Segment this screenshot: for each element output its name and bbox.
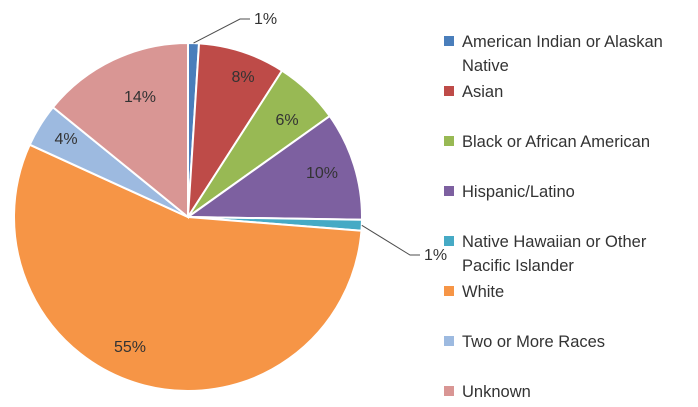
legend-item: Unknown: [444, 380, 694, 404]
data-label: 8%: [231, 69, 254, 86]
legend-item: White: [444, 280, 694, 304]
legend-swatch: [444, 386, 454, 396]
data-label: 4%: [54, 131, 77, 148]
legend-item: Hispanic/Latino: [444, 180, 694, 204]
legend-swatch: [444, 286, 454, 296]
legend-item: Native Hawaiian or Other Pacific Islande…: [444, 230, 694, 278]
data-label: 10%: [306, 165, 338, 182]
legend-swatch: [444, 136, 454, 146]
legend-label: American Indian or Alaskan Native: [462, 33, 663, 75]
pie-slice: [184, 114, 363, 221]
legend-label: Two or More Races: [462, 333, 606, 351]
pie-slice: [51, 41, 189, 220]
data-label: 55%: [114, 339, 146, 356]
legend-swatch: [444, 336, 454, 346]
legend-item: Two or More Races: [444, 330, 694, 354]
leader-line: [193, 18, 250, 44]
legend-item: Black or African American: [444, 130, 694, 154]
legend-item: Asian: [444, 80, 694, 104]
data-label: 6%: [275, 112, 298, 129]
legend-label: Black or African American: [462, 133, 650, 151]
legend-label: Asian: [462, 83, 504, 101]
legend-item: American Indian or Alaskan Native: [444, 30, 694, 78]
legend-swatch: [444, 86, 454, 96]
data-label: 1%: [424, 247, 447, 264]
legend-label: Native Hawaiian or Other Pacific Islande…: [462, 233, 647, 275]
leader-line: [361, 224, 420, 256]
legend-label: Hispanic/Latino: [462, 183, 575, 201]
legend-swatch: [444, 186, 454, 196]
legend-swatch: [444, 36, 454, 46]
legend-label: Unknown: [462, 383, 531, 401]
legend-label: White: [462, 283, 505, 301]
pie-slice: [13, 143, 363, 392]
data-label: 14%: [124, 89, 156, 106]
pie-slice: [186, 42, 284, 221]
data-label: 1%: [254, 11, 277, 28]
legend-swatch: [444, 236, 454, 246]
